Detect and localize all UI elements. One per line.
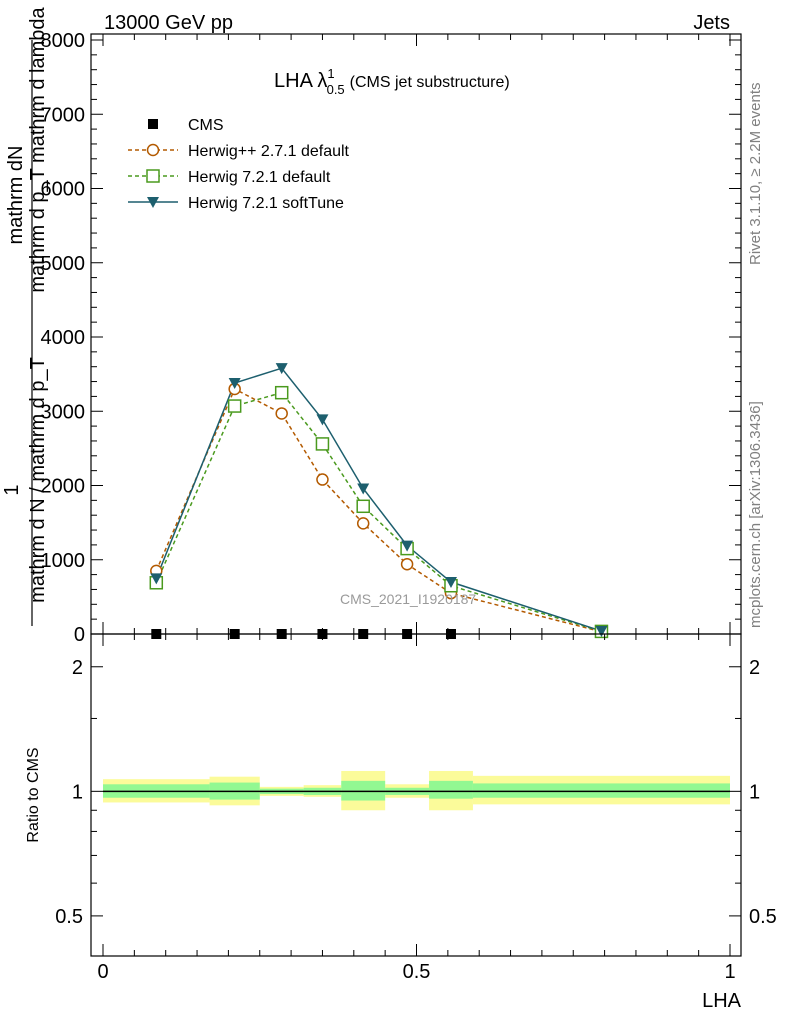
x-tick-label: 0.5 (403, 961, 431, 983)
data-point (356, 517, 370, 530)
title-main: LHA λ (274, 70, 327, 92)
ratio-y-tick-label-right: 0.5 (749, 906, 777, 928)
x-tick-label: 1 (724, 961, 735, 983)
header-right: Jets (693, 12, 730, 34)
y-tick-label: 3000 (41, 401, 86, 423)
legend-marker (147, 197, 159, 208)
data-point (400, 557, 414, 571)
ratio-y-label: Ratio to CMS (25, 747, 42, 842)
rivet-label: Rivet 3.1.10, ≥ 2.2M events (747, 83, 764, 266)
data-point (150, 573, 163, 585)
plot-title: LHA λ1 0.5 (CMS jet substructure) (274, 66, 510, 97)
legend-marker (146, 143, 160, 157)
ratio-y-tick-label-right: 2 (749, 657, 760, 679)
data-point (595, 626, 608, 638)
title-sub: 0.5 (327, 82, 345, 97)
ratio-y-tick-label: 2 (72, 657, 83, 679)
main-plot: 0 1000 2000 3000 4000 5000 6000 7000 8000 (41, 30, 742, 646)
ratio-y-tick-label: 1 (72, 781, 83, 803)
y-tick-label: 2000 (41, 476, 86, 498)
data-point (316, 473, 329, 486)
series-line (155, 387, 602, 633)
data-point (356, 499, 370, 514)
legend-marker (146, 169, 160, 183)
y-tick-label: 0 (74, 624, 85, 646)
data-point (316, 414, 329, 426)
legend-marker (148, 119, 158, 129)
legend-label: Herwig++ 2.7.1 default (188, 143, 350, 160)
x-axis-label: LHA (702, 990, 742, 1012)
series-line (155, 367, 602, 632)
y-tick-label: 4000 (41, 327, 86, 349)
y-tick-label: 8000 (41, 30, 86, 52)
data-point (274, 385, 289, 400)
y-tick-label: 1000 (41, 550, 86, 572)
data-point (315, 437, 330, 451)
data-point (275, 407, 288, 420)
legend-label: Herwig 7.2.1 softTune (188, 195, 344, 212)
data-point (357, 483, 370, 495)
data-point (228, 378, 241, 390)
x-tick-label: 0 (97, 961, 108, 983)
series-line (155, 391, 602, 633)
y-tick-label: 7000 (41, 104, 86, 126)
data-point (275, 363, 288, 375)
y-label-num: mathrm dN (5, 146, 27, 245)
y-tick-label: 5000 (41, 253, 86, 275)
title-suffix: (CMS jet substructure) (350, 74, 510, 91)
ratio-plot: 0 0.5 1 0.5 0.5 1 1 2 2 (55, 633, 777, 983)
title-sup: 1 (327, 66, 334, 81)
ratio-band-inner (472, 783, 730, 798)
ratio-y-tick-label-right: 1 (749, 781, 760, 803)
legend-label: Herwig 7.2.1 default (188, 169, 331, 186)
y-label-den: mathrm d p_T mathrm d lambda (27, 6, 49, 292)
ratio-band-inner (429, 780, 473, 799)
legend-label: CMS (188, 117, 224, 134)
header-left: 13000 GeV pp (104, 12, 233, 34)
data-point (227, 399, 242, 413)
watermark: CMS_2021_I1920187 (340, 591, 476, 607)
data-point (444, 577, 457, 589)
data-point (401, 540, 414, 552)
mcplots-label: mcplots.cern.ch [arXiv:1306.3436] (747, 401, 764, 628)
main-y-label: 1 mathrm d N / mathrm d p_T mathrm dN ma… (1, 6, 49, 626)
y-tick-label: 6000 (41, 179, 86, 201)
legend: CMS Herwig++ 2.7.1 default Herwig 7.2.1 de… (128, 117, 350, 212)
ratio-y-tick-label: 0.5 (55, 906, 83, 928)
y-label-prefix-num: 1 (1, 484, 23, 495)
